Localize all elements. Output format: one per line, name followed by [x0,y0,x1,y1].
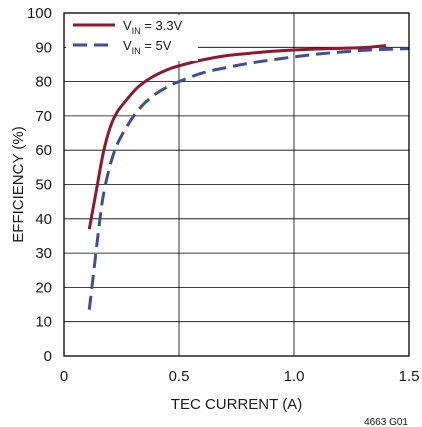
y-tick-label: 20 [35,279,52,296]
y-axis-ticks: 0 10 20 30 40 50 60 70 80 90 100 [27,5,52,365]
y-tick-label: 90 [35,39,52,56]
legend-label: VIN = 3.3V [123,18,183,36]
figure-note: 4663 G01 [364,417,408,427]
series-lines [87,44,410,310]
x-tick-label: 0 [60,368,68,385]
series-line-vin-3v3 [87,44,387,230]
y-axis-label: EFFICIENCY (%) [10,126,27,242]
grid [64,13,409,356]
y-tick-label: 30 [35,245,52,262]
legend-label: VIN = 5V [123,38,172,56]
y-tick-label: 80 [35,74,52,91]
x-tick-label: 0.5 [169,368,190,385]
y-tick-label: 70 [35,108,52,125]
y-tick-label: 40 [35,211,52,228]
y-tick-label: 100 [27,5,52,22]
plot-frame [63,12,410,357]
y-tick-label: 50 [35,177,52,194]
x-tick-label: 1.0 [284,368,305,385]
legend-background [66,15,198,61]
x-axis-label: TEC CURRENT (A) [171,396,302,413]
legend: VIN = 3.3V VIN = 5V [66,15,198,61]
x-axis-ticks: 0 0.5 1.0 1.5 [60,368,420,385]
y-tick-label: 10 [35,314,52,331]
y-tick-label: 60 [35,142,52,159]
series-line-vin-5v [87,47,410,310]
x-tick-label: 1.5 [399,368,420,385]
y-tick-label: 0 [44,348,52,365]
